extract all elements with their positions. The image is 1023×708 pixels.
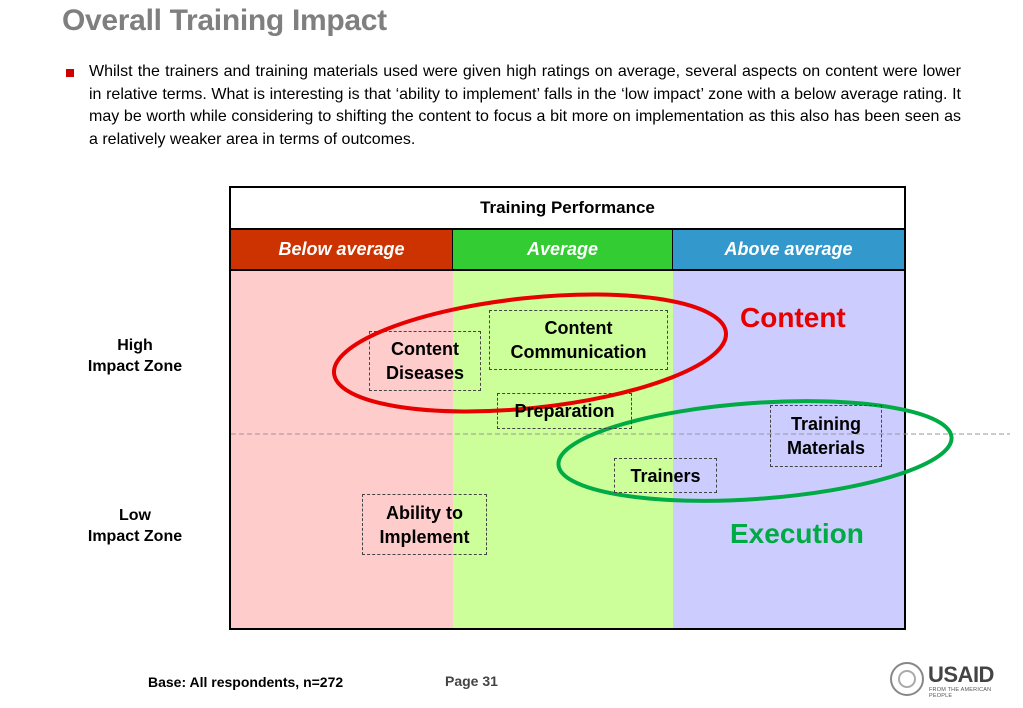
column-area-below-average bbox=[231, 271, 453, 628]
bullet-square-icon bbox=[66, 69, 74, 77]
item-content-communication: Content Communication bbox=[489, 310, 668, 370]
column-header-below-average: Below average bbox=[231, 230, 453, 271]
usaid-logo-tagline: FROM THE AMERICAN PEOPLE bbox=[929, 687, 992, 699]
slide-title: Overall Training Impact bbox=[62, 4, 387, 37]
group-label-execution: Execution bbox=[730, 518, 864, 549]
matrix-header: Training Performance bbox=[231, 188, 904, 230]
page-number: Page 31 bbox=[445, 673, 498, 689]
row-label-high-impact: High Impact Zone bbox=[87, 337, 183, 375]
group-label-content: Content bbox=[740, 302, 846, 333]
item-content-diseases: Content Diseases bbox=[369, 331, 481, 391]
row-label-low-impact: Low Impact Zone bbox=[87, 507, 183, 545]
item-trainers: Trainers bbox=[614, 458, 717, 493]
item-training-materials: Training Materials bbox=[770, 405, 882, 467]
item-ability-to-implement: Ability to Implement bbox=[362, 494, 487, 555]
body-paragraph: Whilst the trainers and training materia… bbox=[89, 63, 961, 148]
usaid-seal-icon bbox=[890, 662, 924, 696]
footer-base-note: Base: All respondents, n=272 bbox=[148, 674, 344, 690]
usaid-logo: USAID FROM THE AMERICAN PEOPLE bbox=[890, 660, 1002, 700]
item-preparation: Preparation bbox=[497, 393, 632, 429]
usaid-logo-text: USAID bbox=[928, 662, 994, 687]
column-header-average: Average bbox=[453, 230, 673, 271]
column-header-above-average: Above average bbox=[673, 230, 904, 271]
